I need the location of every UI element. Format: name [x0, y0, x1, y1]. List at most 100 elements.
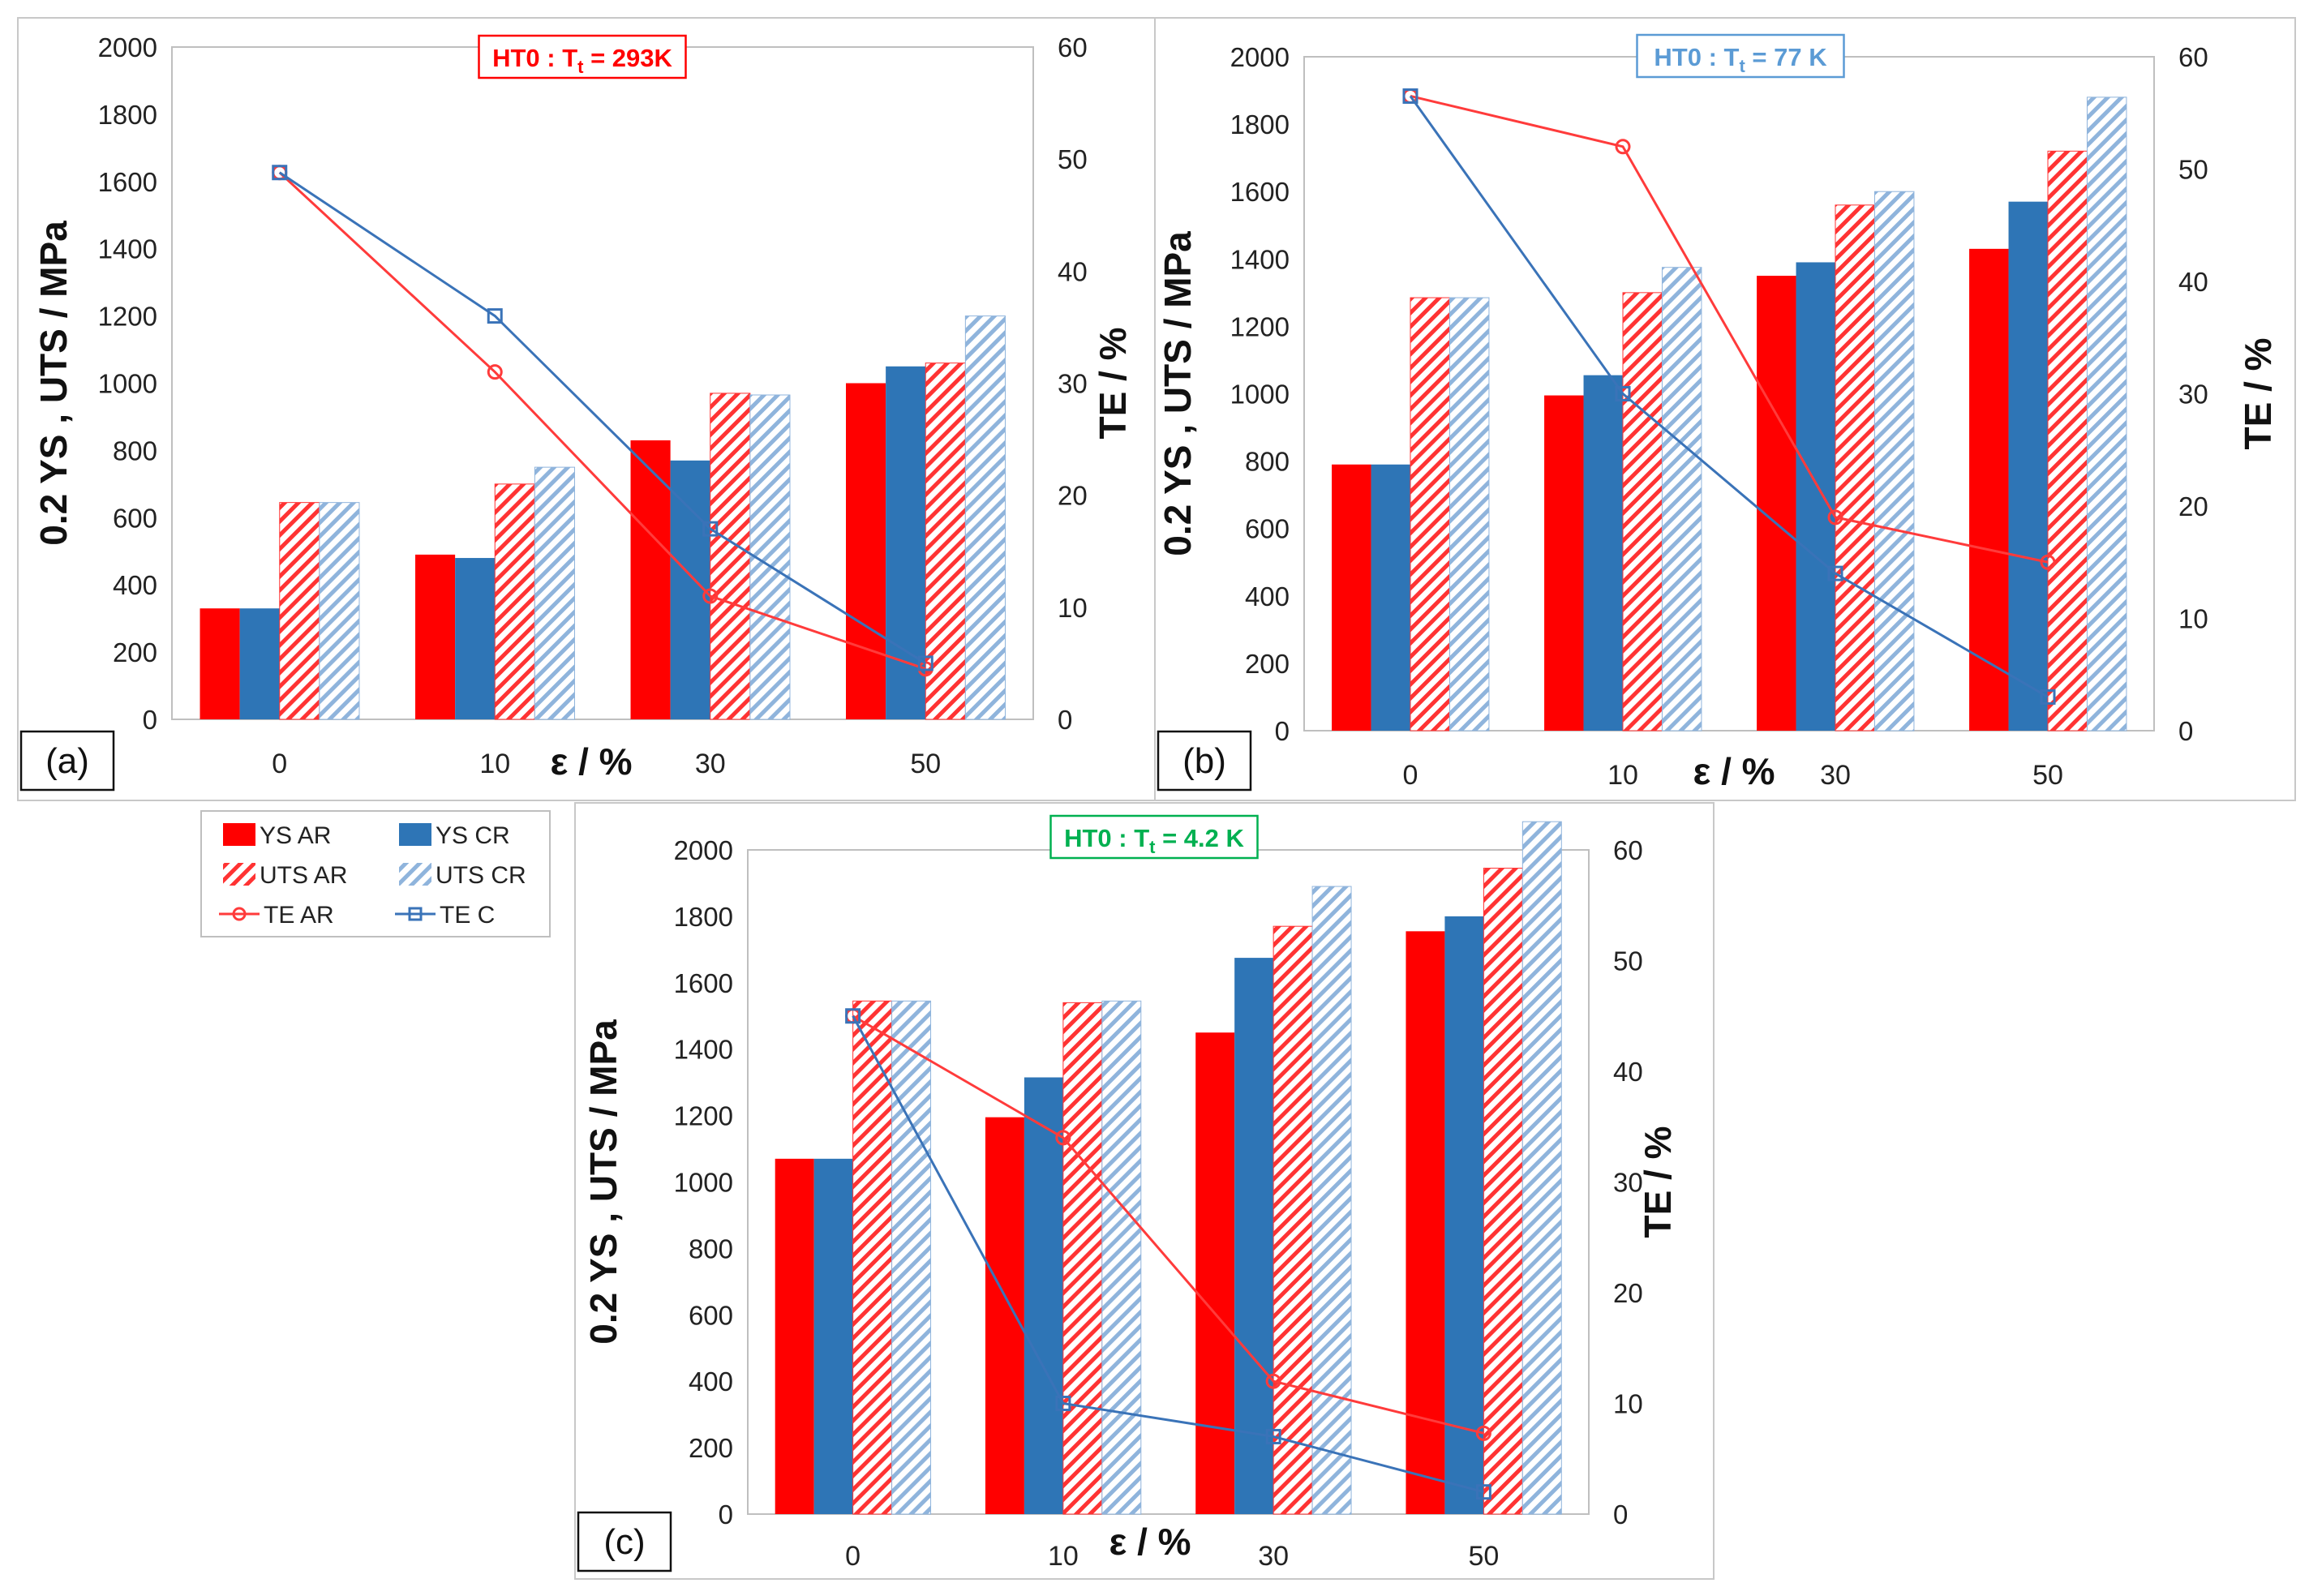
bar-ys-cr	[1024, 1077, 1063, 1514]
bar-ys-cr	[455, 558, 496, 719]
x-tick-label: 10	[1048, 1541, 1079, 1572]
legend: YS AR YS CR UTS AR UTS CR TE AR TE C	[200, 810, 551, 937]
title-text: HT0 : Tt = 293K	[492, 44, 672, 77]
y2-tick-label: 20	[1613, 1278, 1643, 1308]
bar-ys-ar	[1544, 395, 1584, 731]
y2-tick-label: 60	[1613, 835, 1643, 865]
bar-uts-cr	[1311, 886, 1352, 1515]
x-tick-label: 10	[1607, 760, 1638, 791]
y2-tick-label: 30	[1058, 369, 1088, 399]
y2-axis-title: TE / %	[2237, 337, 2279, 449]
y-tick-label: 1400	[1230, 244, 1290, 274]
line-te-c	[852, 1015, 1484, 1494]
legend-label-uts-ar: UTS AR	[260, 862, 347, 889]
legend-label-te-ar: TE AR	[264, 902, 334, 929]
bar-uts-ar	[1273, 925, 1313, 1515]
x-axis-title: ε / %	[550, 740, 632, 783]
y2-tick-label: 20	[1058, 481, 1088, 511]
y-tick-label: 200	[689, 1433, 733, 1463]
legend-swatch-uts-ar	[223, 863, 255, 886]
bar-ys-cr	[239, 608, 280, 719]
y2-tick-label: 60	[1058, 32, 1088, 62]
bar-uts-cr	[1873, 191, 1915, 732]
bar-ys-ar	[200, 608, 240, 719]
legend-swatch-ys-ar	[223, 823, 255, 846]
bar-uts-ar	[710, 393, 751, 720]
bar-ys-ar	[1195, 1032, 1235, 1514]
line-te-c	[1409, 95, 2049, 698]
y2-tick-label: 30	[2178, 380, 2208, 410]
bar-uts-ar	[1835, 204, 1875, 732]
line-te-ar	[1410, 95, 2049, 564]
point-te-ar	[1265, 1373, 1281, 1389]
y-tick-label: 200	[113, 637, 157, 667]
title-box	[1049, 814, 1259, 860]
title-text: HT0 : Tt = 77 K	[1654, 43, 1827, 76]
y-tick-label: 400	[113, 570, 157, 600]
y-tick-label: 1200	[1230, 311, 1290, 341]
y2-axis-title: TE / %	[1637, 1126, 1679, 1238]
y2-tick-label: 10	[1058, 593, 1088, 623]
chart-panel-c: 0200400600800100012001400160018002000010…	[574, 802, 1715, 1580]
x-tick-label: 50	[1468, 1541, 1499, 1572]
title-box	[1636, 33, 1845, 79]
y2-tick-label: 10	[1613, 1389, 1643, 1419]
bar-ys-ar	[775, 1158, 814, 1514]
y-axis-title: 0.2 YS , UTS / MPa	[582, 1019, 624, 1345]
x-tick-label: 30	[1258, 1541, 1289, 1572]
point-te-ar	[1827, 509, 1843, 526]
panel-label-box-a	[19, 730, 115, 792]
y-tick-label: 1800	[98, 100, 157, 130]
bar-ys-ar	[630, 440, 671, 719]
y-axis-title: 0.2 YS , UTS / MPa	[1157, 231, 1199, 556]
y-tick-label: 1600	[1230, 177, 1290, 207]
bar-ys-cr	[1371, 464, 1410, 731]
point-te-ar	[1055, 1130, 1071, 1146]
y-tick-label: 1000	[98, 369, 157, 399]
point-te-c	[272, 165, 288, 181]
legend-swatch-ys-cr	[399, 823, 431, 846]
legend-frame	[200, 810, 551, 937]
y-tick-label: 1000	[674, 1168, 733, 1198]
bar-uts-ar	[1410, 297, 1450, 732]
bar-uts-cr	[534, 466, 575, 720]
x-axis-title: ε / %	[1693, 750, 1775, 792]
panel-label-box-b	[1157, 730, 1252, 792]
x-tick-label: 0	[272, 749, 287, 779]
legend-label-ys-cr: YS CR	[436, 822, 510, 849]
bar-uts-ar	[494, 483, 535, 720]
bar-uts-ar	[1622, 292, 1663, 732]
line-te-ar	[278, 171, 926, 671]
y2-tick-label: 30	[1613, 1168, 1643, 1198]
y2-tick-label: 40	[1613, 1057, 1643, 1087]
y-tick-label: 200	[1245, 649, 1290, 679]
point-te-c	[702, 521, 719, 537]
y-tick-label: 800	[1245, 447, 1290, 477]
point-te-c	[845, 1008, 861, 1024]
bar-uts-cr	[2086, 97, 2127, 732]
point-te-c	[1402, 88, 1418, 104]
y2-tick-label: 50	[2178, 155, 2208, 185]
point-te-c	[917, 655, 933, 671]
bar-ys-ar	[1332, 464, 1371, 731]
y2-tick-label: 60	[2178, 42, 2208, 72]
point-te-c	[1265, 1428, 1281, 1444]
bar-ys-ar	[1406, 931, 1445, 1514]
bar-ys-cr	[1796, 262, 1835, 732]
x-axis-title: ε / %	[1109, 1521, 1191, 1563]
bar-uts-cr	[1101, 1000, 1142, 1515]
y2-tick-label: 0	[2178, 716, 2193, 746]
bar-uts-cr	[1521, 821, 1562, 1515]
y-tick-label: 1600	[674, 968, 733, 998]
y-tick-label: 1800	[1230, 109, 1290, 139]
panel-label-b: (b)	[1182, 741, 1226, 781]
y-tick-label: 1200	[674, 1101, 733, 1131]
y-tick-label: 400	[689, 1366, 733, 1396]
legend-label-te-c: TE C	[440, 902, 495, 929]
legend-label-ys-ar: YS AR	[260, 822, 331, 849]
legend-marker-te-c	[408, 907, 423, 921]
bar-ys-ar	[846, 383, 886, 719]
bar-uts-cr	[1448, 297, 1490, 732]
bar-ys-cr	[813, 1158, 853, 1514]
bar-ys-cr	[1234, 958, 1274, 1514]
